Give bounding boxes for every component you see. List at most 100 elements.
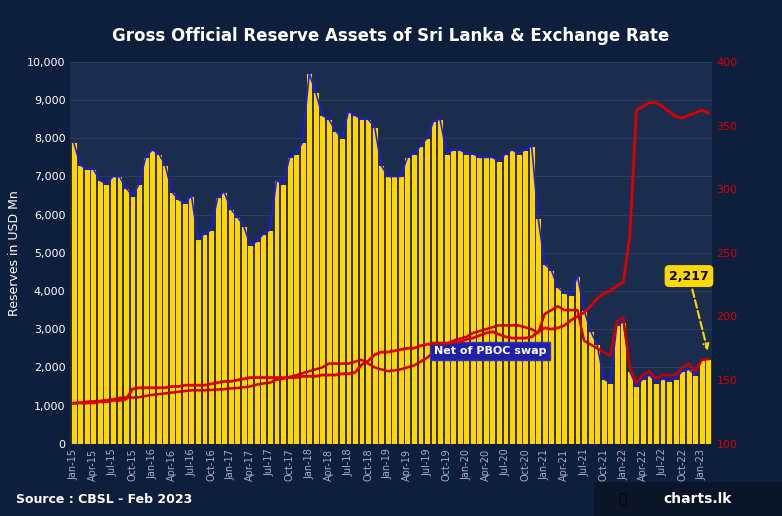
Bar — [247, 245, 253, 444]
Y-axis label: Reserves in USD Mn: Reserves in USD Mn — [9, 190, 21, 316]
Bar — [522, 150, 528, 444]
Bar — [267, 230, 273, 444]
Bar — [424, 138, 430, 444]
Bar — [208, 230, 214, 444]
Bar — [437, 119, 443, 444]
Bar — [535, 218, 541, 444]
Bar — [110, 176, 116, 444]
Text: Net of PBOC swap: Net of PBOC swap — [433, 346, 546, 356]
Bar — [241, 226, 246, 444]
Bar — [130, 196, 135, 444]
Bar — [575, 276, 580, 444]
Bar — [398, 176, 404, 444]
Bar — [274, 180, 279, 444]
Bar — [568, 295, 574, 444]
Bar — [142, 157, 149, 444]
Bar — [496, 161, 502, 444]
Bar — [587, 331, 594, 444]
Bar — [77, 165, 83, 444]
Text: charts.lk: charts.lk — [663, 492, 732, 506]
Bar — [70, 142, 77, 444]
Bar — [156, 154, 162, 444]
Bar — [673, 379, 679, 444]
Bar — [620, 321, 626, 444]
Bar — [235, 217, 240, 444]
Bar — [182, 203, 188, 444]
Bar — [457, 150, 463, 444]
Bar — [404, 157, 411, 444]
Bar — [103, 184, 109, 444]
Bar — [371, 127, 378, 444]
Bar — [699, 360, 705, 444]
Bar — [680, 371, 685, 444]
Text: Source : CBSL - Feb 2023: Source : CBSL - Feb 2023 — [16, 493, 192, 506]
Bar — [287, 157, 292, 444]
Bar — [705, 359, 712, 444]
Bar — [149, 150, 155, 444]
Bar — [555, 287, 561, 444]
Bar — [548, 270, 554, 444]
Bar — [581, 310, 587, 444]
Bar — [633, 386, 640, 444]
Bar — [450, 150, 456, 444]
Bar — [608, 383, 613, 444]
Bar — [542, 264, 547, 444]
Bar — [195, 239, 201, 444]
Bar — [391, 176, 397, 444]
Bar — [346, 111, 351, 444]
Bar — [418, 146, 423, 444]
Bar — [307, 73, 312, 444]
Bar — [627, 371, 633, 444]
Bar — [300, 142, 306, 444]
Bar — [515, 154, 522, 444]
Bar — [352, 116, 358, 444]
Bar — [339, 138, 345, 444]
Bar — [169, 192, 174, 444]
Bar — [293, 154, 299, 444]
Bar — [84, 169, 90, 444]
Bar — [326, 119, 332, 444]
Bar — [221, 192, 227, 444]
Bar — [411, 154, 417, 444]
Bar — [202, 234, 207, 444]
Bar — [123, 188, 129, 444]
Bar — [666, 381, 672, 444]
Bar — [561, 293, 567, 444]
Bar — [503, 154, 508, 444]
Bar — [332, 131, 339, 444]
Bar — [365, 119, 371, 444]
Bar — [136, 184, 142, 444]
Bar — [529, 146, 535, 444]
Bar — [359, 119, 364, 444]
Bar — [443, 154, 450, 444]
Bar — [470, 154, 475, 444]
Bar — [97, 180, 102, 444]
Bar — [509, 150, 515, 444]
Bar — [692, 375, 698, 444]
Bar — [214, 198, 221, 444]
Bar — [228, 209, 234, 444]
Bar — [260, 234, 267, 444]
Bar — [659, 379, 665, 444]
Text: 🔥: 🔥 — [619, 492, 626, 506]
Bar — [280, 184, 286, 444]
Bar — [117, 176, 123, 444]
Bar — [653, 383, 659, 444]
Bar — [647, 375, 652, 444]
Bar — [483, 157, 489, 444]
Bar — [163, 165, 168, 444]
Bar — [476, 157, 482, 444]
Bar — [313, 92, 319, 444]
Bar — [319, 116, 325, 444]
Bar — [378, 165, 384, 444]
Text: 2,217: 2,217 — [669, 269, 708, 348]
Text: Gross Official Reserve Assets of Sri Lanka & Exchange Rate: Gross Official Reserve Assets of Sri Lan… — [113, 27, 669, 45]
Bar — [385, 176, 391, 444]
Bar — [614, 326, 619, 444]
Bar — [188, 196, 195, 444]
Bar — [91, 169, 96, 444]
Bar — [431, 121, 436, 444]
Bar — [686, 369, 691, 444]
Bar — [463, 154, 469, 444]
Bar — [594, 345, 600, 444]
